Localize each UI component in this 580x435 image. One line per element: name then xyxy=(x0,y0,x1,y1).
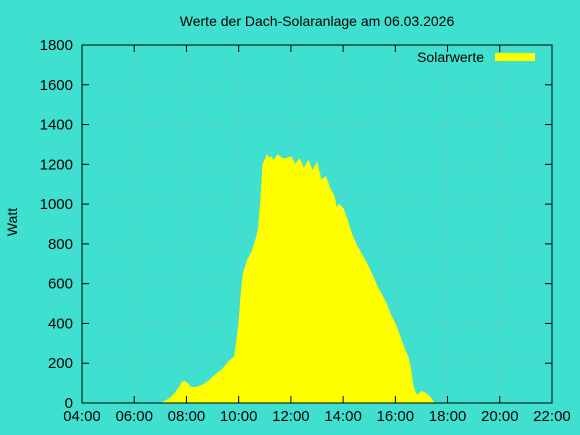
y-tick-label: 1400 xyxy=(40,117,73,134)
legend-label-solarwerte: Solarwerte xyxy=(417,49,484,65)
axis-ticks xyxy=(81,44,553,404)
y-tick-label: 1000 xyxy=(40,196,73,213)
x-tick-label: 22:00 xyxy=(533,408,571,425)
x-tick-label: 16:00 xyxy=(377,408,415,425)
x-tick-label: 14:00 xyxy=(324,408,362,425)
x-tick-label: 08:00 xyxy=(168,408,206,425)
y-tick-label: 1600 xyxy=(40,77,73,94)
x-tick-label: 12:00 xyxy=(272,408,310,425)
y-tick-label: 800 xyxy=(48,236,73,253)
y-tick-label: 400 xyxy=(48,315,73,332)
x-tick-label: 18:00 xyxy=(429,408,467,425)
x-tick-label: 10:00 xyxy=(220,408,258,425)
y-tick-label: 600 xyxy=(48,276,73,293)
y-tick-label: 1800 xyxy=(40,37,73,54)
chart-title: Werte der Dach-Solaranlage am 06.03.2026 xyxy=(180,13,455,29)
legend: Solarwerte xyxy=(417,49,535,65)
y-tick-labels: 0 200 400 600 800 1000 1200 1400 1600 1800 xyxy=(40,37,73,412)
plot-frame xyxy=(81,44,553,404)
x-tick-label: 20:00 xyxy=(481,408,519,425)
y-tick-label: 200 xyxy=(48,355,73,372)
y-tick-label: 0 xyxy=(65,395,73,412)
legend-swatch-solarwerte xyxy=(495,53,535,61)
y-tick-label: 1200 xyxy=(40,156,73,173)
y-axis-label: Watt xyxy=(4,208,20,236)
x-tick-label: 04:00 xyxy=(63,408,101,425)
solar-area-series xyxy=(162,153,435,404)
x-tick-label: 06:00 xyxy=(115,408,153,425)
x-tick-labels: 04:00 06:00 08:00 10:00 12:00 14:00 16:00 18:00… xyxy=(63,408,571,425)
